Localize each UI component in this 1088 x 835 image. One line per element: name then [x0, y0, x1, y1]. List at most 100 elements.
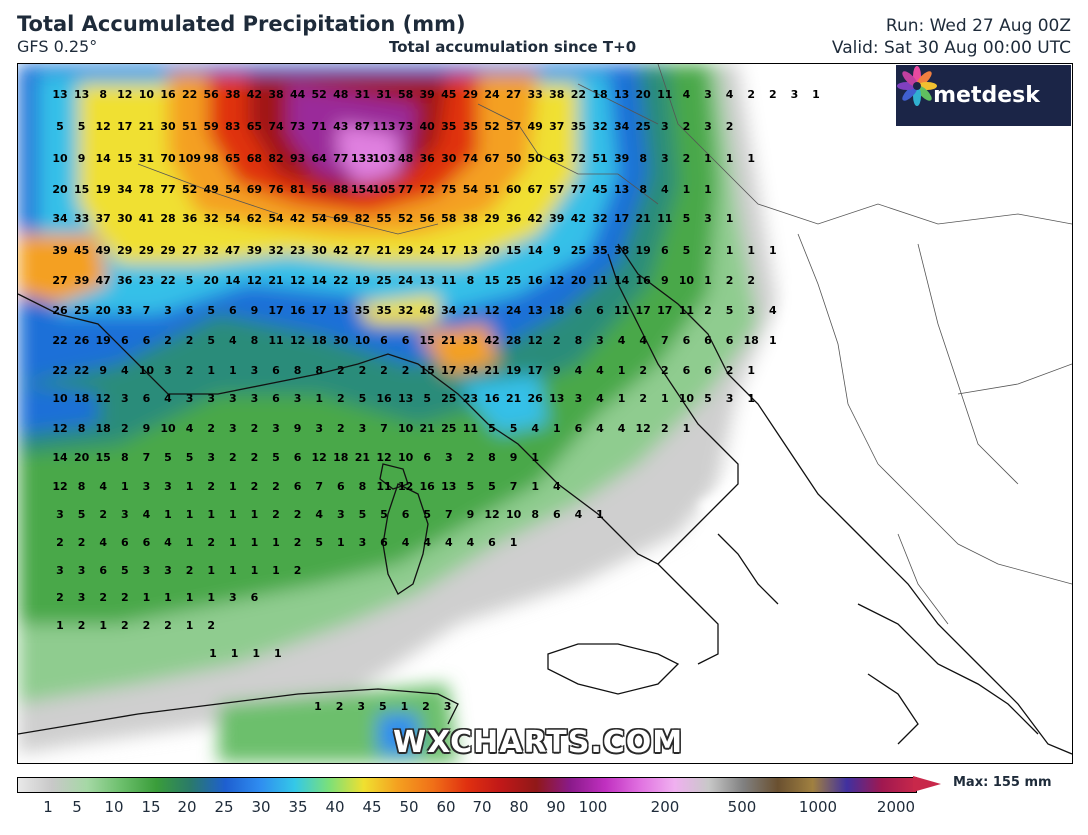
- precip-value: 23: [139, 274, 154, 287]
- precip-value: 3: [791, 88, 799, 101]
- precip-value: 40: [420, 120, 436, 133]
- precip-value: 14: [312, 274, 328, 287]
- precip-value: 15: [420, 334, 435, 347]
- precip-value: 1: [231, 647, 239, 660]
- precip-value: 4: [683, 88, 691, 101]
- precip-value: 13: [420, 274, 435, 287]
- precip-value: 4: [575, 508, 583, 521]
- precip-value: 6: [121, 536, 129, 549]
- precip-value: 1: [726, 152, 734, 165]
- precip-value: 31: [139, 152, 154, 165]
- precip-value: 1: [726, 244, 734, 257]
- precip-value: 22: [52, 364, 67, 377]
- precip-value: 36: [506, 212, 522, 225]
- precip-value: 74: [268, 120, 284, 133]
- colorbar-tick: 1000: [798, 798, 838, 816]
- precip-value: 17: [441, 244, 456, 257]
- precip-value: 1: [747, 392, 755, 405]
- colorbar-tick: 15: [141, 798, 161, 816]
- colorbar-tick: 10: [104, 798, 124, 816]
- precip-value: 32: [398, 304, 413, 317]
- precip-value: 33: [463, 334, 478, 347]
- precip-value: 56: [204, 88, 220, 101]
- precip-value: 93: [290, 152, 305, 165]
- precip-value: 42: [247, 88, 262, 101]
- precip-value: 15: [420, 364, 435, 377]
- precip-value: 4: [164, 392, 172, 405]
- precip-value: 4: [726, 88, 734, 101]
- precip-value: 29: [484, 212, 499, 225]
- precip-value: 12: [312, 451, 327, 464]
- precip-value: 8: [639, 183, 647, 196]
- precip-value: 76: [268, 183, 284, 196]
- precip-value: 2: [99, 508, 107, 521]
- precip-value: 9: [294, 422, 302, 435]
- precip-value: 6: [726, 334, 734, 347]
- precip-value: 2: [251, 451, 259, 464]
- precip-value: 8: [121, 451, 129, 464]
- precip-value: 1: [229, 480, 237, 493]
- precip-value: 69: [247, 183, 262, 196]
- precip-value: 58: [441, 212, 456, 225]
- precip-value: 2: [726, 274, 734, 287]
- precip-value: 43: [333, 120, 348, 133]
- precip-value: 32: [592, 120, 607, 133]
- precip-value: 20: [571, 274, 587, 287]
- precip-value: 6: [294, 480, 302, 493]
- precip-value: 18: [549, 304, 564, 317]
- precip-value: 6: [575, 304, 583, 317]
- precip-value: 35: [592, 244, 607, 257]
- precip-value: 3: [251, 364, 259, 377]
- precip-value: 31: [355, 88, 370, 101]
- precip-value: 5: [488, 422, 496, 435]
- precip-value: 105: [373, 183, 396, 196]
- precip-value: 11: [268, 334, 283, 347]
- precip-value: 5: [510, 422, 518, 435]
- precip-value: 38: [268, 88, 283, 101]
- precip-value: 4: [553, 480, 561, 493]
- precip-value: 52: [182, 183, 197, 196]
- precip-value: 1: [812, 88, 820, 101]
- precip-value: 3: [78, 591, 86, 604]
- precip-value: 13: [398, 392, 413, 405]
- precip-value: 3: [337, 508, 345, 521]
- precip-value: 30: [160, 120, 176, 133]
- precip-value: 12: [636, 422, 651, 435]
- precip-value: 35: [571, 120, 586, 133]
- precip-value: 28: [506, 334, 521, 347]
- precip-value: 25: [74, 304, 89, 317]
- precip-value: 1: [747, 152, 755, 165]
- precip-value: 88: [333, 183, 348, 196]
- precip-value: 58: [398, 88, 413, 101]
- precip-value: 33: [74, 212, 89, 225]
- precip-value: 10: [355, 334, 371, 347]
- colorbar-tick: 80: [509, 798, 529, 816]
- precip-value: 3: [121, 392, 129, 405]
- precip-value: 1: [747, 364, 755, 377]
- precip-value: 39: [549, 212, 564, 225]
- precip-value: 65: [247, 120, 262, 133]
- precip-value: 1: [272, 536, 280, 549]
- precip-value: 8: [99, 88, 107, 101]
- precip-value: 6: [661, 244, 669, 257]
- precip-value: 1: [186, 619, 194, 632]
- precip-value: 7: [380, 422, 388, 435]
- precip-value: 3: [359, 422, 367, 435]
- precip-value: 51: [182, 120, 197, 133]
- precip-value: 20: [74, 451, 90, 464]
- run-label: Run: Wed 27 Aug 00Z: [885, 16, 1071, 36]
- precip-value: 6: [402, 508, 410, 521]
- chart-title: Total Accumulated Precipitation (mm): [17, 12, 466, 36]
- precip-value: 30: [441, 152, 457, 165]
- precip-value: 77: [160, 183, 175, 196]
- precip-value: 45: [592, 183, 607, 196]
- precip-value: 39: [247, 244, 262, 257]
- precip-value: 4: [143, 508, 151, 521]
- precip-value: 2: [229, 451, 237, 464]
- precip-value: 3: [575, 392, 583, 405]
- precip-value: 4: [99, 480, 107, 493]
- precip-value: 2: [683, 120, 691, 133]
- coastlines: [18, 243, 1072, 755]
- colorbar-tick: 70: [472, 798, 492, 816]
- precip-value: 36: [182, 212, 198, 225]
